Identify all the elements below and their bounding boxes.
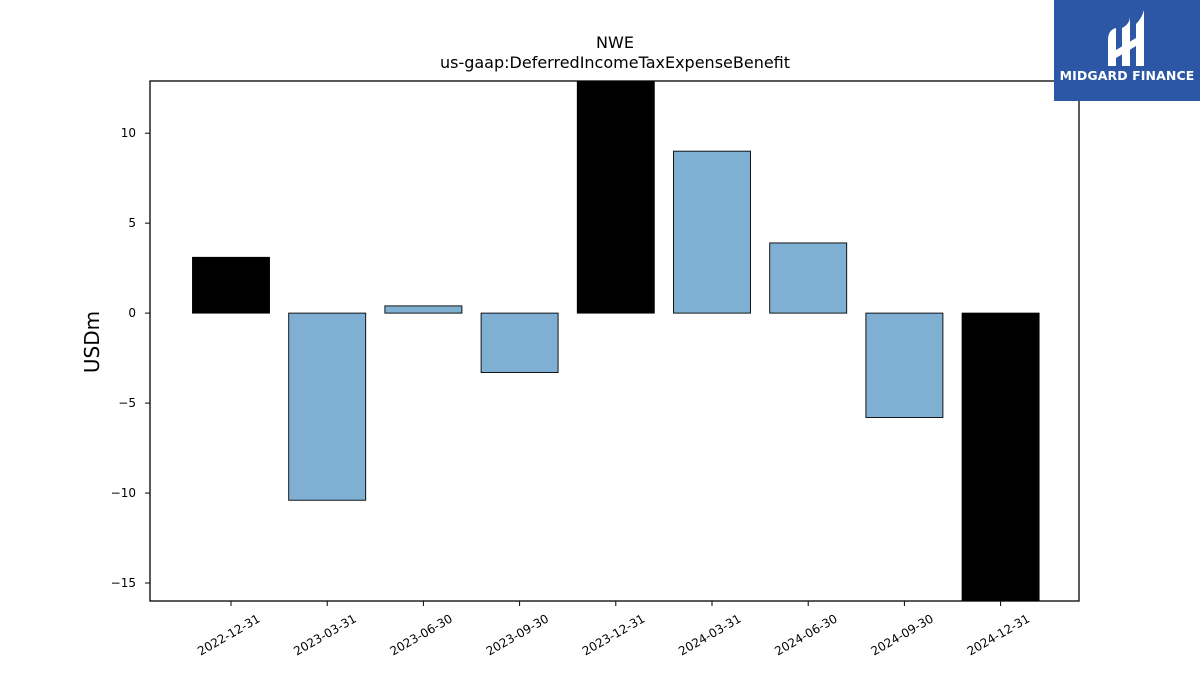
bar-2022-12-31 bbox=[192, 256, 270, 314]
x-tick-label: 2024-03-31 bbox=[676, 611, 743, 658]
plot-frame bbox=[149, 80, 1080, 602]
x-tick-label: 2024-12-31 bbox=[965, 611, 1032, 658]
x-tick-label: 2024-06-30 bbox=[772, 611, 839, 658]
x-tick-label: 2023-03-31 bbox=[291, 611, 358, 658]
bar-2024-06-30 bbox=[769, 242, 848, 314]
bar-2023-09-30 bbox=[480, 312, 559, 373]
bar-2023-03-31 bbox=[288, 312, 367, 501]
bar-2024-12-31 bbox=[961, 312, 1040, 602]
y-tick-label: 5 bbox=[128, 216, 136, 230]
y-axis-ticks: −15 −10 −5 0 5 10 bbox=[111, 126, 150, 590]
chart-subtitle: us-gaap:DeferredIncomeTaxExpenseBenefit bbox=[440, 53, 790, 72]
bar-2023-12-31 bbox=[576, 80, 655, 314]
bar-2024-03-31 bbox=[673, 150, 751, 314]
y-tick-label: 10 bbox=[121, 126, 136, 140]
x-tick-label: 2023-09-30 bbox=[484, 611, 551, 658]
y-tick-label: −5 bbox=[118, 396, 136, 410]
brand-name: MIDGARD FINANCE bbox=[1059, 68, 1195, 83]
x-tick-label: 2023-12-31 bbox=[580, 611, 647, 658]
y-tick-label: −15 bbox=[111, 576, 136, 590]
bars-group bbox=[192, 80, 1040, 602]
x-tick-label: 2022-12-31 bbox=[195, 611, 262, 658]
bar-2024-09-30 bbox=[865, 312, 944, 418]
x-tick-label: 2024-09-30 bbox=[868, 611, 935, 658]
x-axis-ticks: 2022-12-31 2023-03-31 2023-06-30 2023-09-30… bbox=[195, 601, 1032, 658]
y-tick-label: −10 bbox=[111, 486, 136, 500]
chart-title: NWE bbox=[596, 33, 634, 52]
midgard-m-logo-icon bbox=[1108, 10, 1144, 66]
y-axis-label: USDm bbox=[80, 311, 104, 373]
y-tick-label: 0 bbox=[128, 306, 136, 320]
bar-2023-06-30 bbox=[384, 305, 463, 314]
x-tick-label: 2023-06-30 bbox=[387, 611, 454, 658]
brand-logo: MIDGARD FINANCE bbox=[1054, 0, 1200, 101]
